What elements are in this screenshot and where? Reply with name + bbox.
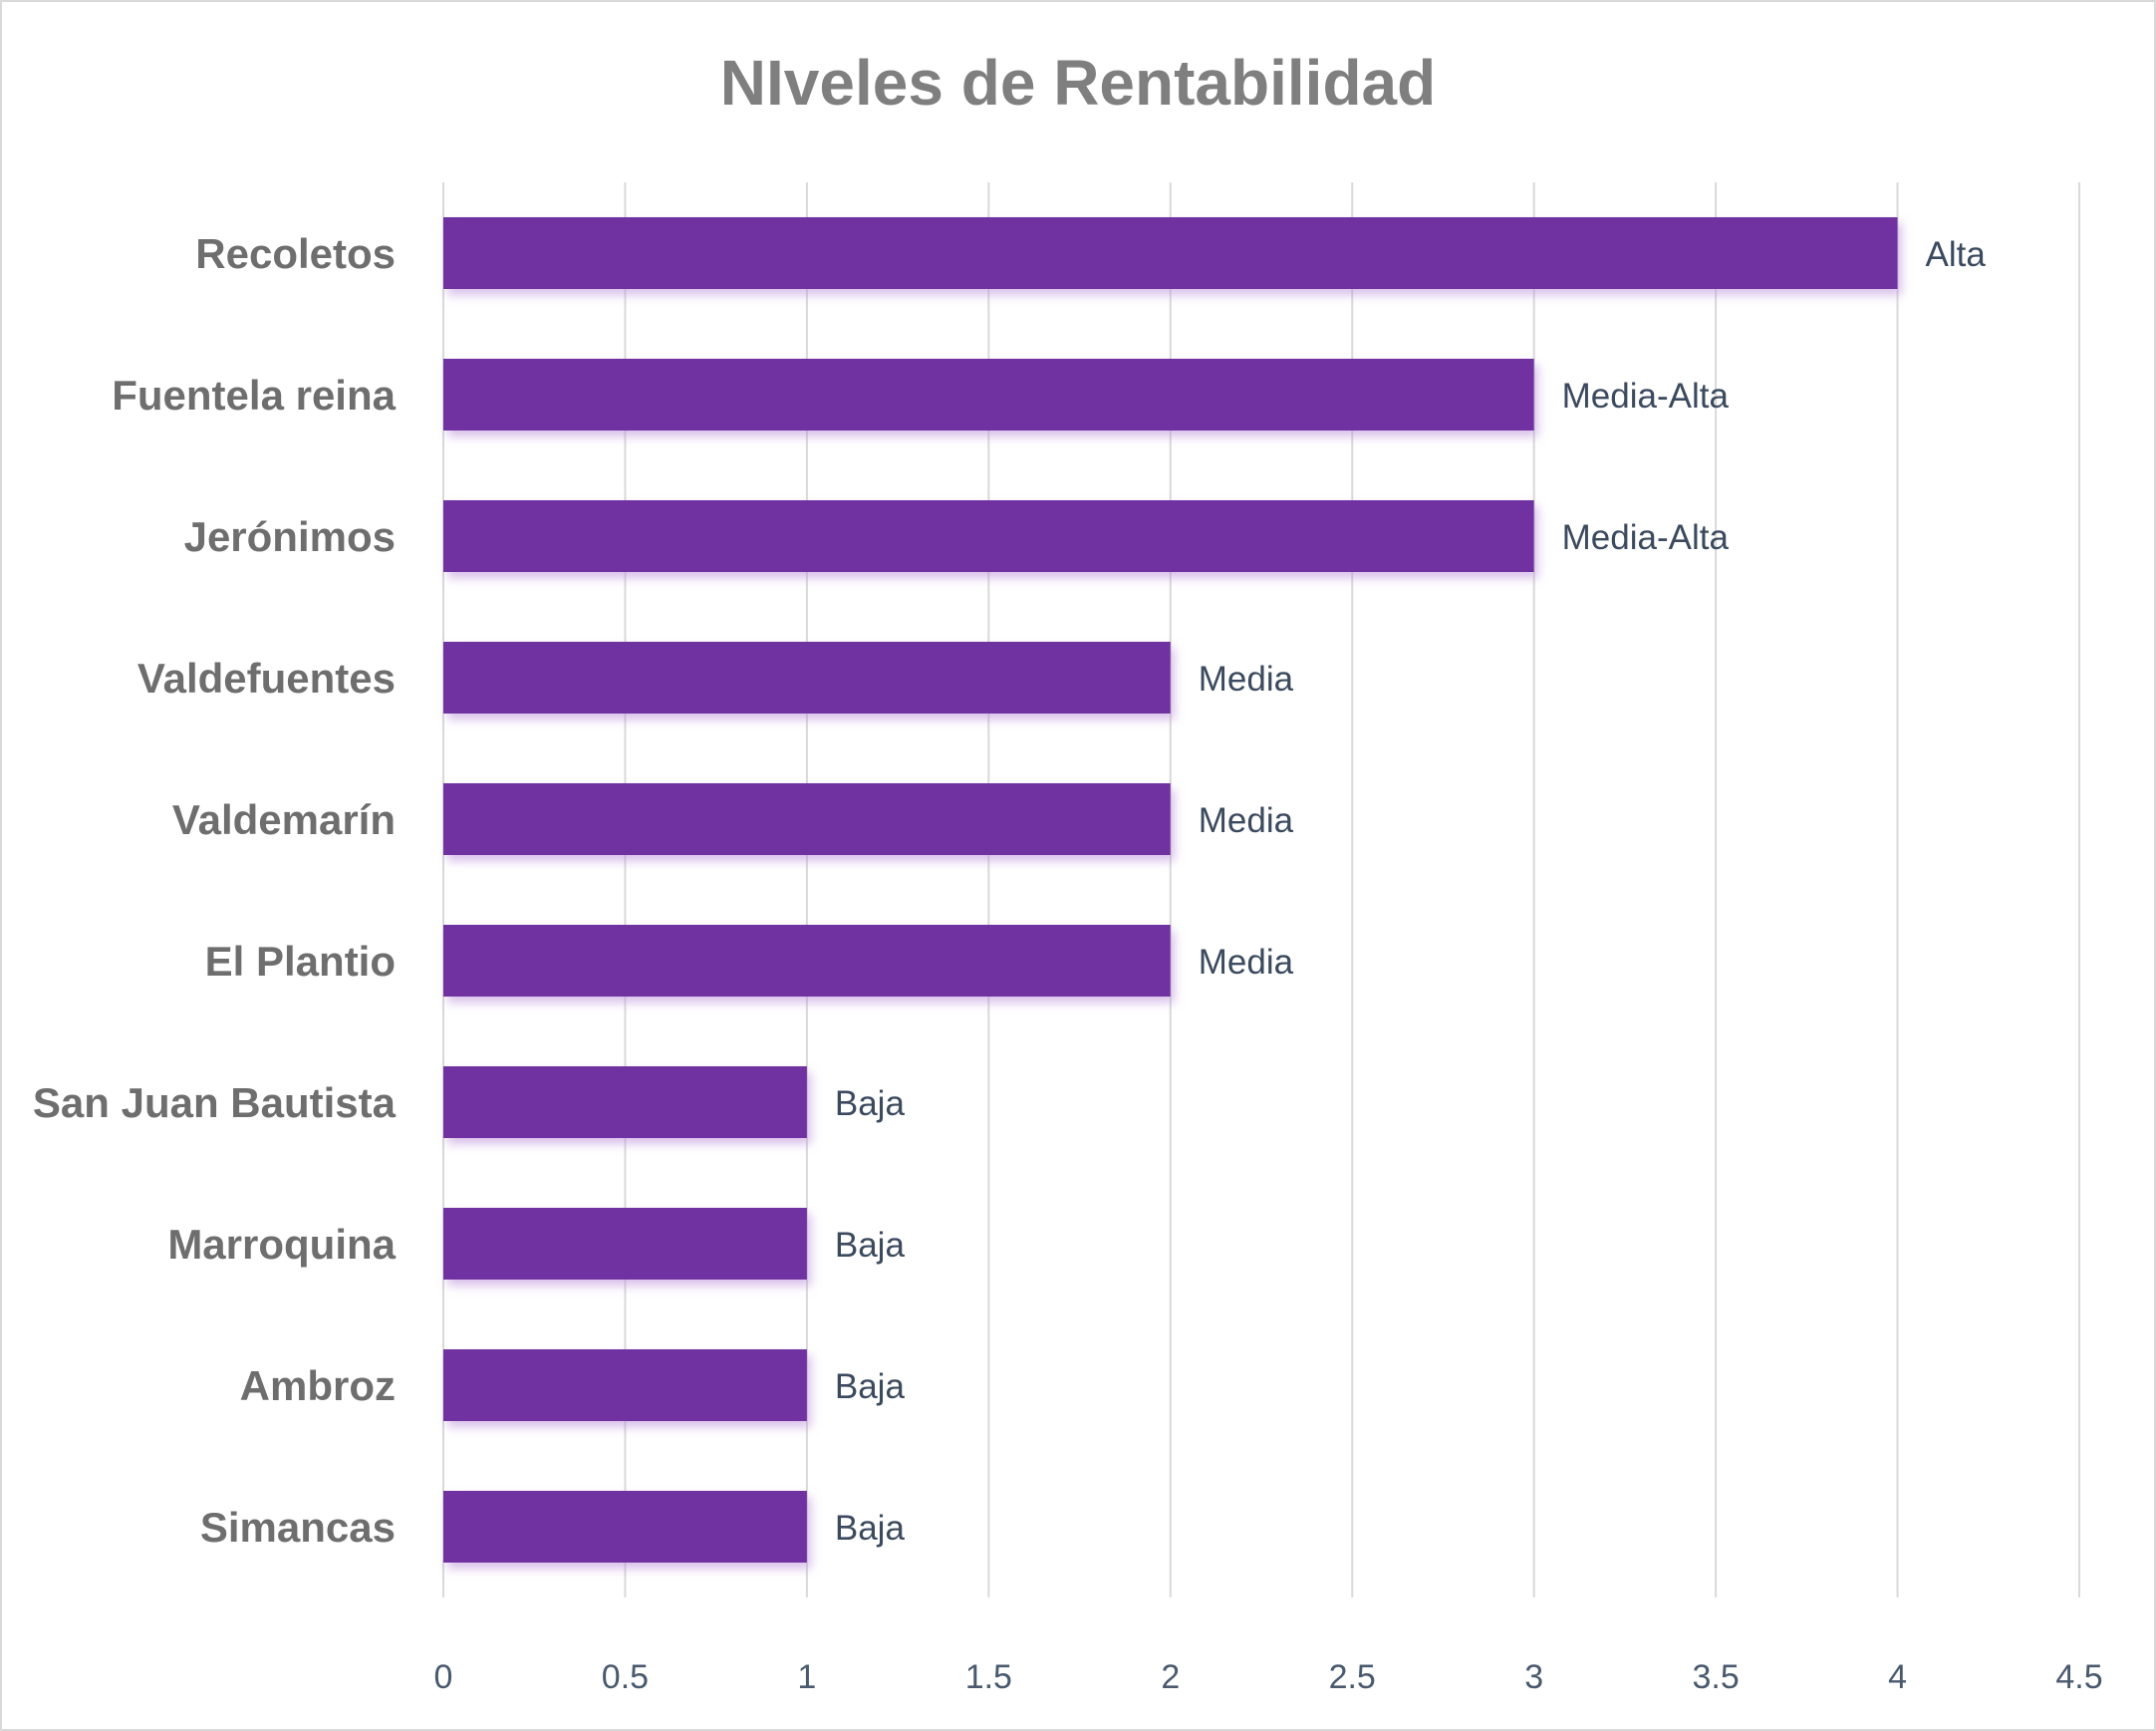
category-label-5: El Plantio bbox=[205, 938, 396, 985]
x-tick-label-3: 1.5 bbox=[965, 1658, 1012, 1696]
x-tick-label-0: 0 bbox=[434, 1658, 453, 1696]
bar-2 bbox=[443, 500, 1534, 572]
x-tick-label-8: 4 bbox=[1888, 1658, 1907, 1696]
data-label-1: Media-Alta bbox=[1562, 377, 1730, 416]
x-tick-label-9: 4.5 bbox=[2055, 1658, 2102, 1696]
data-label-5: Media bbox=[1199, 943, 1294, 982]
category-label-9: Simancas bbox=[200, 1504, 396, 1551]
bar-4 bbox=[443, 783, 1171, 855]
bar-5 bbox=[443, 925, 1171, 997]
bar-0 bbox=[443, 217, 1898, 289]
x-tick-label-5: 2.5 bbox=[1329, 1658, 1376, 1696]
x-axis-tick-labels: 0 0.5 1 1.5 2 2.5 3 3.5 4 4.5 bbox=[434, 1658, 2103, 1696]
data-label-6: Baja bbox=[835, 1084, 906, 1123]
x-tick-label-1: 0.5 bbox=[602, 1658, 649, 1696]
category-label-7: Marroquina bbox=[167, 1221, 396, 1268]
data-label-2: Media-Alta bbox=[1562, 518, 1730, 557]
data-label-9: Baja bbox=[835, 1509, 906, 1548]
category-label-1: Fuentela reina bbox=[112, 372, 396, 419]
category-label-8: Ambroz bbox=[240, 1362, 396, 1409]
x-tick-label-4: 2 bbox=[1161, 1658, 1180, 1696]
data-label-0: Alta bbox=[1926, 235, 1987, 274]
data-label-7: Baja bbox=[835, 1226, 906, 1265]
bars bbox=[443, 217, 1898, 1563]
category-label-3: Valdefuentes bbox=[137, 655, 396, 702]
bar-8 bbox=[443, 1349, 807, 1421]
data-label-8: Baja bbox=[835, 1367, 906, 1406]
category-label-4: Valdemarín bbox=[172, 796, 396, 843]
bar-1 bbox=[443, 359, 1534, 431]
bar-9 bbox=[443, 1491, 807, 1563]
x-tick-label-6: 3 bbox=[1524, 1658, 1543, 1696]
x-tick-label-7: 3.5 bbox=[1692, 1658, 1739, 1696]
bar-6 bbox=[443, 1066, 807, 1138]
category-label-6: San Juan Bautista bbox=[33, 1079, 397, 1126]
x-tick-label-2: 1 bbox=[797, 1658, 816, 1696]
data-label-3: Media bbox=[1199, 660, 1294, 699]
data-labels: Alta Media-Alta Media-Alta Media Media Media B… bbox=[835, 235, 1987, 1548]
category-label-2: Jerónimos bbox=[184, 513, 396, 560]
category-labels: Recoletos Fuentela reina Jerónimos Valdefue… bbox=[33, 230, 397, 1551]
category-label-0: Recoletos bbox=[195, 230, 396, 277]
data-label-4: Media bbox=[1199, 801, 1294, 840]
bar-7 bbox=[443, 1208, 807, 1280]
bar-3 bbox=[443, 642, 1171, 714]
chart-title: NIveles de Rentabilidad bbox=[720, 47, 1436, 119]
